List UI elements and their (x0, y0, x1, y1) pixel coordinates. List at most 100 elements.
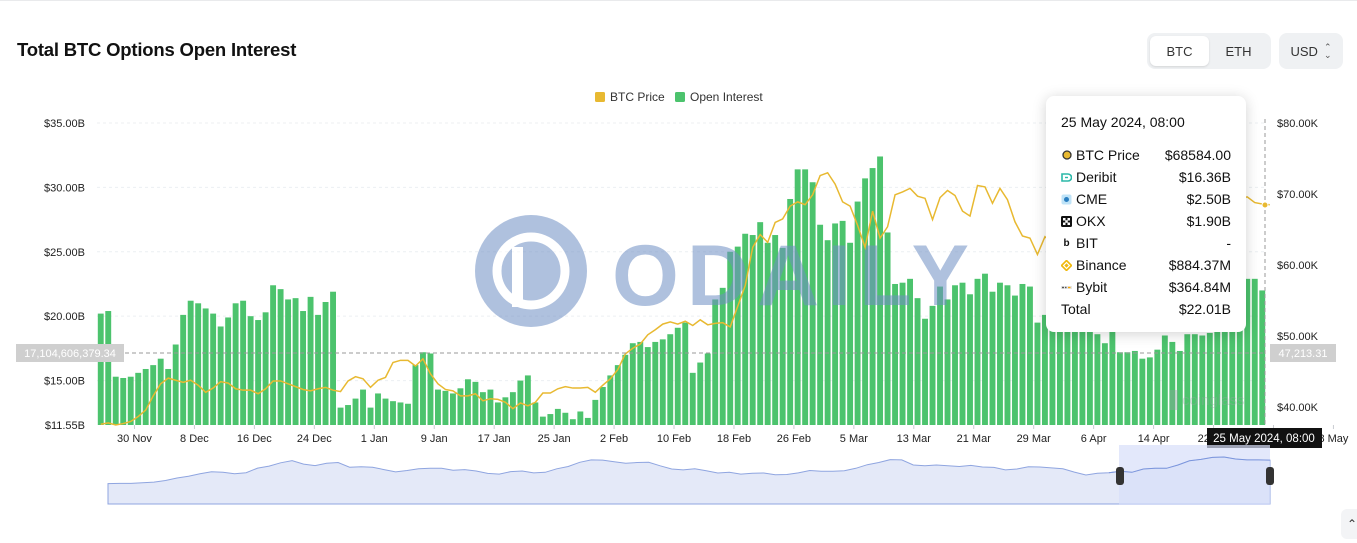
watermark-text: ODAILY (612, 228, 977, 324)
open-interest-bar (869, 168, 876, 425)
y-right-tick-label: $50.00K (1277, 331, 1319, 343)
open-interest-bar (225, 317, 232, 425)
navigator-left-handle[interactable] (1116, 467, 1124, 485)
open-interest-bar (682, 322, 689, 425)
binance-icon (1061, 259, 1072, 271)
legend-btc-price-label[interactable]: BTC Price (610, 90, 665, 104)
crosshair-x-label: 25 May 2024, 08:00 (1213, 433, 1315, 445)
open-interest-bar (1094, 334, 1101, 425)
open-interest-bar (787, 198, 794, 425)
legend-open-interest-label[interactable]: Open Interest (690, 90, 763, 104)
bybit-icon (1061, 282, 1072, 293)
y-left-tick-label: $30.00B (44, 182, 85, 194)
open-interest-bar (1131, 350, 1138, 425)
open-interest-bar (697, 362, 704, 425)
tooltip-date: 25 May 2024, 08:00 (1061, 114, 1185, 130)
open-interest-bar (719, 287, 726, 425)
open-interest-bar (390, 401, 396, 425)
open-interest-bar (539, 416, 546, 425)
open-interest-bar (929, 305, 936, 425)
navigator-right-handle[interactable] (1266, 467, 1274, 485)
x-tick-label: 26 Feb (777, 433, 811, 445)
open-interest-bar (914, 298, 921, 425)
currency-label: USD (1290, 43, 1318, 59)
tooltip-row-name: Bybit (1076, 279, 1108, 295)
open-interest-bar (809, 182, 816, 425)
crosshair-x-label-bg (1207, 428, 1322, 448)
open-interest-bar (277, 289, 284, 425)
tooltip-row-value: $1.90B (1186, 213, 1231, 229)
navigator-area (107, 456, 1271, 505)
open-interest-bar (854, 201, 861, 425)
open-interest-bar (1206, 332, 1213, 425)
open-interest-bar (884, 232, 891, 425)
up-down-chevron-icon: ⌃ ⌄ (1323, 42, 1332, 60)
tooltip-row-value: $364.84M (1168, 279, 1231, 295)
open-interest-bar (937, 286, 943, 425)
open-interest-bar (202, 308, 209, 425)
open-interest-bar (322, 302, 329, 425)
open-interest-bar (1109, 330, 1116, 425)
y-right-tick-label: $80.00K (1277, 118, 1319, 130)
eth-toggle-button[interactable]: ETH (1225, 43, 1252, 59)
range-navigator[interactable] (107, 445, 1274, 505)
tooltip-row-name: CME (1076, 191, 1108, 207)
asset-toggle: BTC ETH (1147, 33, 1271, 69)
x-tick-label: 9 Jan (421, 433, 448, 445)
open-interest-bar (270, 285, 277, 425)
open-interest-bar (824, 240, 831, 425)
open-interest-bar (794, 169, 801, 425)
y-left-tick-label: $20.00B (44, 311, 85, 323)
open-interest-bar (989, 291, 996, 425)
y-right-tick-label: $40.00K (1277, 402, 1319, 414)
open-interest-bar (1034, 322, 1041, 425)
open-interest-bar (1184, 334, 1191, 425)
y-axis-left: $35.00B $30.00B $25.00B $20.00B $15.00B $11.5… (44, 118, 85, 432)
open-interest-bar (712, 299, 719, 425)
open-interest-bar (397, 402, 404, 425)
x-tick-label: 24 Dec (297, 433, 332, 445)
open-interest-bar (764, 242, 771, 425)
open-interest-bar (420, 352, 426, 425)
navigator-selection[interactable] (1119, 445, 1270, 505)
btc-toggle-button[interactable]: BTC (1150, 36, 1209, 66)
legend-open-interest-swatch (675, 92, 685, 102)
open-interest-bar (622, 354, 629, 425)
open-interest-bar (1259, 290, 1266, 425)
tooltip-row-value: $884.37M (1168, 257, 1231, 273)
open-interest-bar (127, 376, 134, 425)
open-interest-bar (1176, 350, 1183, 425)
open-interest-bar (1146, 357, 1153, 425)
coinglass-watermark-text: coinglass (1182, 392, 1245, 409)
x-tick-label: 1 Jan (361, 433, 388, 445)
open-interest-bar (1012, 295, 1018, 425)
x-tick-label: 10 Feb (657, 433, 691, 445)
open-interest-bar (464, 379, 471, 425)
x-tick-label: 8 May (1318, 433, 1348, 445)
y-left-tick-label: $35.00B (44, 118, 85, 130)
coinglass-logo-icon (1170, 390, 1178, 410)
crosshair-right-label: 47,213.31 (1279, 348, 1328, 360)
btc-price-hover-dot (1261, 201, 1269, 209)
chart-legend[interactable]: BTC Price Open Interest (595, 90, 763, 104)
open-interest-bar (599, 387, 606, 425)
open-interest-bar (135, 372, 142, 425)
open-interest-bar (877, 156, 884, 426)
open-interest-bar (982, 273, 988, 425)
open-interest-bar (412, 365, 419, 425)
scroll-up-button[interactable]: ⌃ (1341, 509, 1357, 539)
odaily-logo-icon (475, 215, 587, 327)
currency-select[interactable]: USD ⌃ ⌄ (1279, 33, 1343, 69)
open-interest-bar (479, 392, 486, 425)
open-interest-bar (532, 402, 539, 425)
open-interest-bar (749, 235, 756, 425)
open-interest-bar (757, 222, 764, 425)
open-interest-bar (97, 313, 104, 425)
open-interest-bar (952, 285, 958, 425)
tooltip-row-name: BIT (1076, 235, 1098, 251)
open-interest-bar (112, 376, 119, 425)
tooltip-row: Bybit $364.84M (1061, 276, 1231, 298)
open-interest-bar (1236, 298, 1243, 425)
